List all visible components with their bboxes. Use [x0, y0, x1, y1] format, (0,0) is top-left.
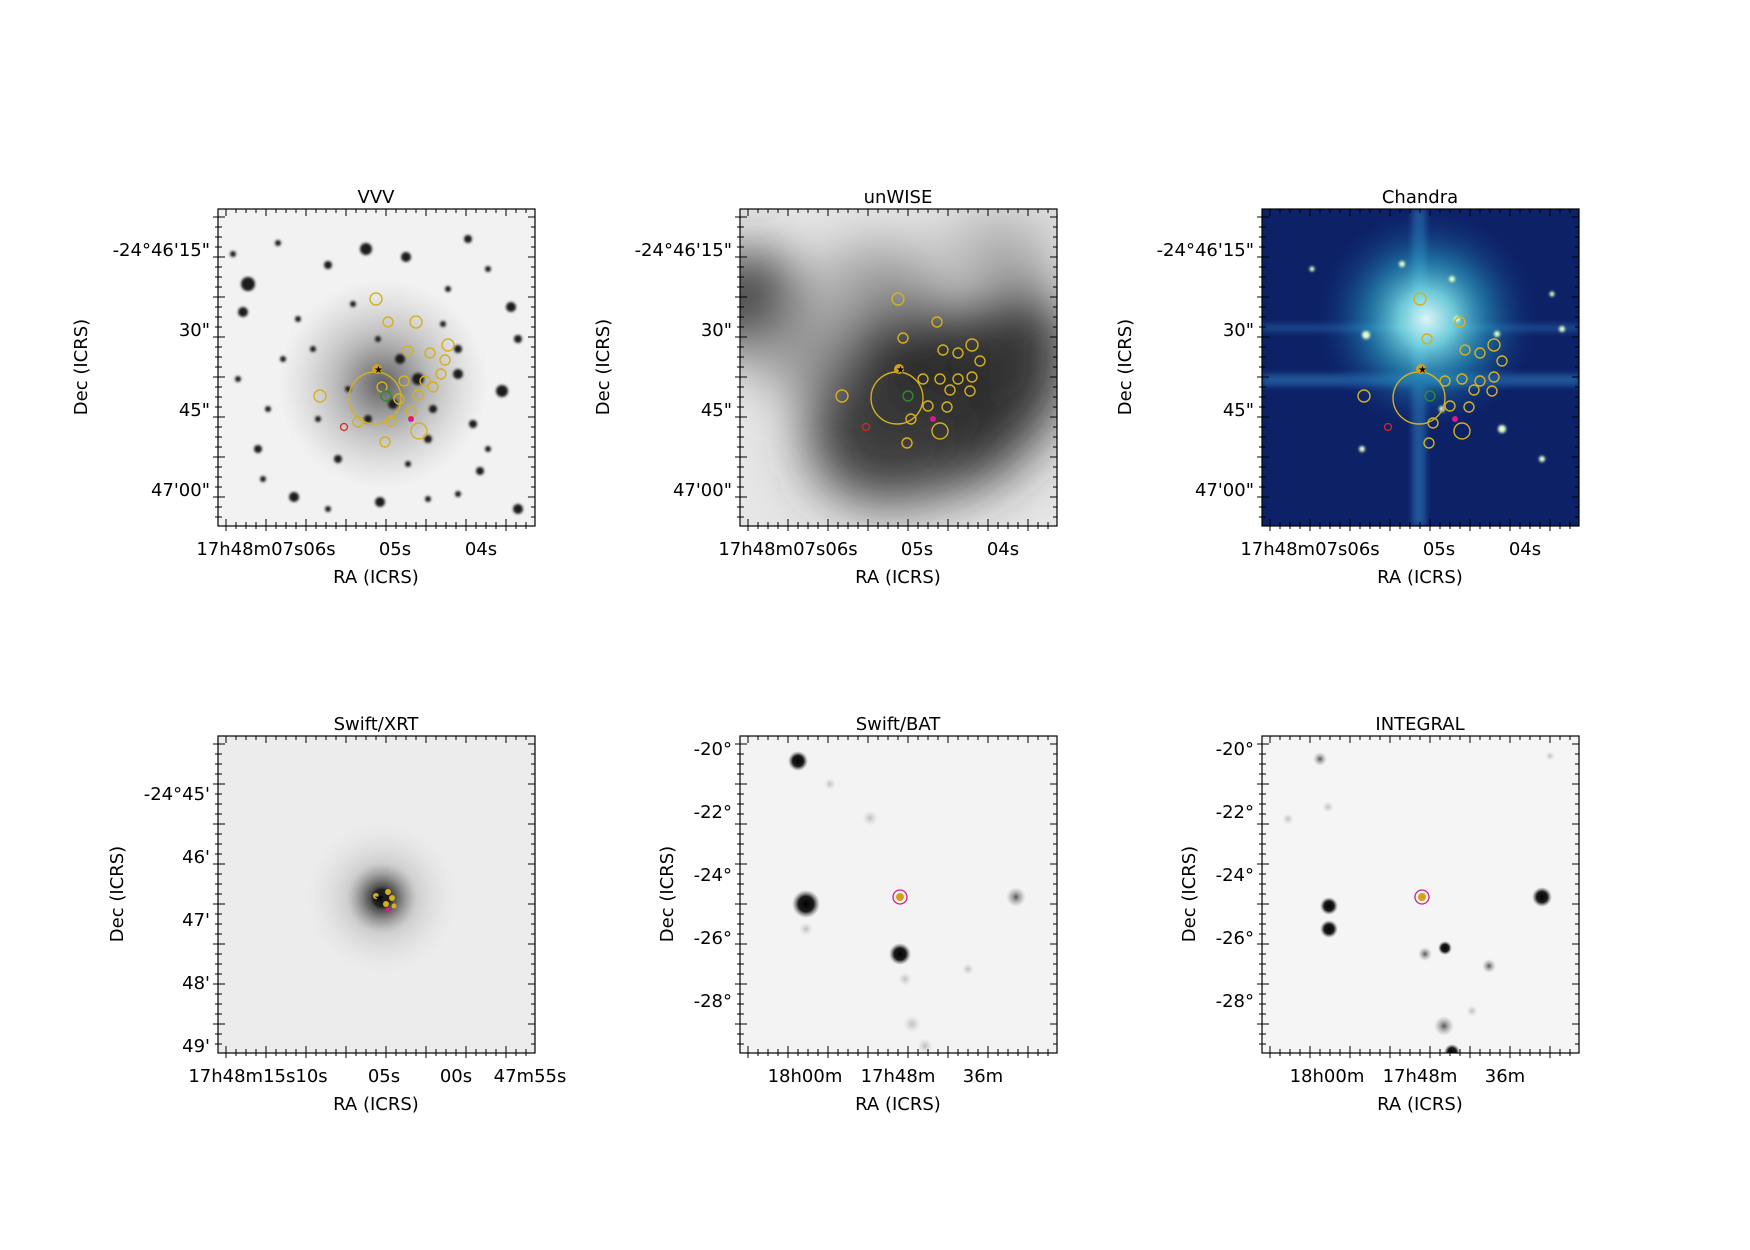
unwise-overlays — [835, 292, 986, 449]
panel-swift-bat — [739, 735, 1058, 1054]
panel-unwise: ★ — [739, 208, 1058, 527]
xtick-label: 17h48m — [861, 1066, 936, 1087]
yticks-vvv: -24°46'15" 30" 45" 47'00" — [113, 240, 210, 501]
ytick-label: 47'00" — [673, 480, 732, 501]
yticks-swift-xrt: -24°45' 46' 47' 48' 49' — [144, 784, 210, 1057]
svg-text:★: ★ — [1418, 365, 1427, 376]
ytick-label: -26° — [1216, 928, 1254, 949]
ytick-label: 47'00" — [1195, 480, 1254, 501]
xticks-unwise: 17h48m07s06s 05s 04s — [718, 539, 1019, 560]
yticks-integral: -20° -22° -24° -26° -28° — [1216, 739, 1254, 1012]
ytick-label: -20° — [1216, 739, 1254, 760]
xticks-vvv: 17h48m07s06s 05s 04s — [196, 539, 497, 560]
ytick-label: -24° — [1216, 865, 1254, 886]
ytick-label: 47' — [182, 910, 210, 931]
xlabel-swift-xrt: RA (ICRS) — [333, 1094, 419, 1115]
title-integral: INTEGRAL — [1375, 714, 1464, 735]
svg-text:★: ★ — [374, 365, 383, 376]
xtick-label: 17h48m07s06s — [196, 539, 335, 560]
xlabel-swift-bat: RA (ICRS) — [855, 1094, 941, 1115]
title-swift-xrt: Swift/XRT — [334, 714, 420, 735]
ytick-label: -24°46'15" — [1157, 240, 1254, 261]
xtick-label: 47m55s — [494, 1066, 567, 1087]
ytick-label: -22° — [1216, 802, 1254, 823]
ytick-label: -26° — [694, 928, 732, 949]
svg-text:★: ★ — [896, 365, 905, 376]
ytick-label: 45" — [1223, 400, 1254, 421]
chandra-overlays — [1357, 292, 1508, 449]
ytick-label: -28° — [1216, 991, 1254, 1012]
vvv-stars — [230, 235, 523, 514]
xtick-label: 04s — [465, 539, 497, 560]
yticks-unwise: -24°46'15" 30" 45" 47'00" — [635, 240, 732, 501]
ytick-label: 45" — [701, 400, 732, 421]
xtick-label: 17h48m07s06s — [718, 539, 857, 560]
ylabel-unwise: Dec (ICRS) — [593, 319, 614, 415]
panel-swift-xrt: ★ — [217, 735, 536, 1054]
xtick-label: 17h48m — [1383, 1066, 1458, 1087]
xtick-label: 04s — [1509, 539, 1541, 560]
ytick-label: 30" — [701, 320, 732, 341]
title-unwise: unWISE — [864, 187, 933, 208]
ylabel-chandra: Dec (ICRS) — [1115, 319, 1136, 415]
ylabel-integral: Dec (ICRS) — [1179, 846, 1200, 942]
xtick-label: 17h48m15s10s — [188, 1066, 327, 1087]
ytick-label: 49' — [182, 1036, 210, 1057]
xtick-label: 04s — [987, 539, 1019, 560]
ytick-label: 45" — [179, 400, 210, 421]
xlabel-chandra: RA (ICRS) — [1377, 567, 1463, 588]
xlabel-integral: RA (ICRS) — [1377, 1094, 1463, 1115]
ytick-label: -24°46'15" — [113, 240, 210, 261]
title-swift-bat: Swift/BAT — [856, 714, 942, 735]
ylabel-swift-xrt: Dec (ICRS) — [107, 846, 128, 942]
xticks-integral: 18h00m 17h48m 36m — [1290, 1066, 1526, 1087]
ytick-label: -22° — [694, 802, 732, 823]
yticks-swift-bat: -20° -22° -24° -26° -28° — [694, 739, 732, 1012]
ytick-label: 47'00" — [151, 480, 210, 501]
ytick-label: 30" — [179, 320, 210, 341]
xtick-label: 05s — [1423, 539, 1455, 560]
xticks-swift-bat: 18h00m 17h48m 36m — [768, 1066, 1004, 1087]
xtick-label: 05s — [901, 539, 933, 560]
panel-chandra: ★ — [1261, 208, 1580, 527]
ytick-label: 30" — [1223, 320, 1254, 341]
ytick-label: -24°45' — [144, 784, 210, 805]
ytick-label: 48' — [182, 973, 210, 994]
xlabel-unwise: RA (ICRS) — [855, 567, 941, 588]
xticks-chandra: 17h48m07s06s 05s 04s — [1240, 539, 1541, 560]
xtick-label: 00s — [440, 1066, 472, 1087]
ytick-label: -20° — [694, 739, 732, 760]
svg-text:★: ★ — [374, 891, 385, 905]
xticks-swift-xrt: 17h48m15s10s 05s 00s 47m55s — [188, 1066, 566, 1087]
ytick-label: 46' — [182, 847, 210, 868]
xtick-label: 36m — [1485, 1066, 1525, 1087]
xtick-label: 18h00m — [1290, 1066, 1365, 1087]
panel-integral — [1261, 735, 1580, 1054]
panel-vvv: ★ — [217, 208, 536, 527]
title-chandra: Chandra — [1382, 187, 1458, 208]
ylabel-swift-bat: Dec (ICRS) — [657, 846, 678, 942]
ytick-label: -28° — [694, 991, 732, 1012]
title-vvv: VVV — [358, 187, 396, 208]
ytick-label: -24°46'15" — [635, 240, 732, 261]
ylabel-vvv: Dec (ICRS) — [71, 319, 92, 415]
xtick-label: 18h00m — [768, 1066, 843, 1087]
xtick-label: 36m — [963, 1066, 1003, 1087]
xtick-label: 05s — [379, 539, 411, 560]
tick-layer — [213, 209, 1579, 1058]
yticks-chandra: -24°46'15" 30" 45" 47'00" — [1157, 240, 1254, 501]
ytick-label: -24° — [694, 865, 732, 886]
xtick-label: 17h48m07s06s — [1240, 539, 1379, 560]
xlabel-vvv: RA (ICRS) — [333, 567, 419, 588]
xtick-label: 05s — [368, 1066, 400, 1087]
